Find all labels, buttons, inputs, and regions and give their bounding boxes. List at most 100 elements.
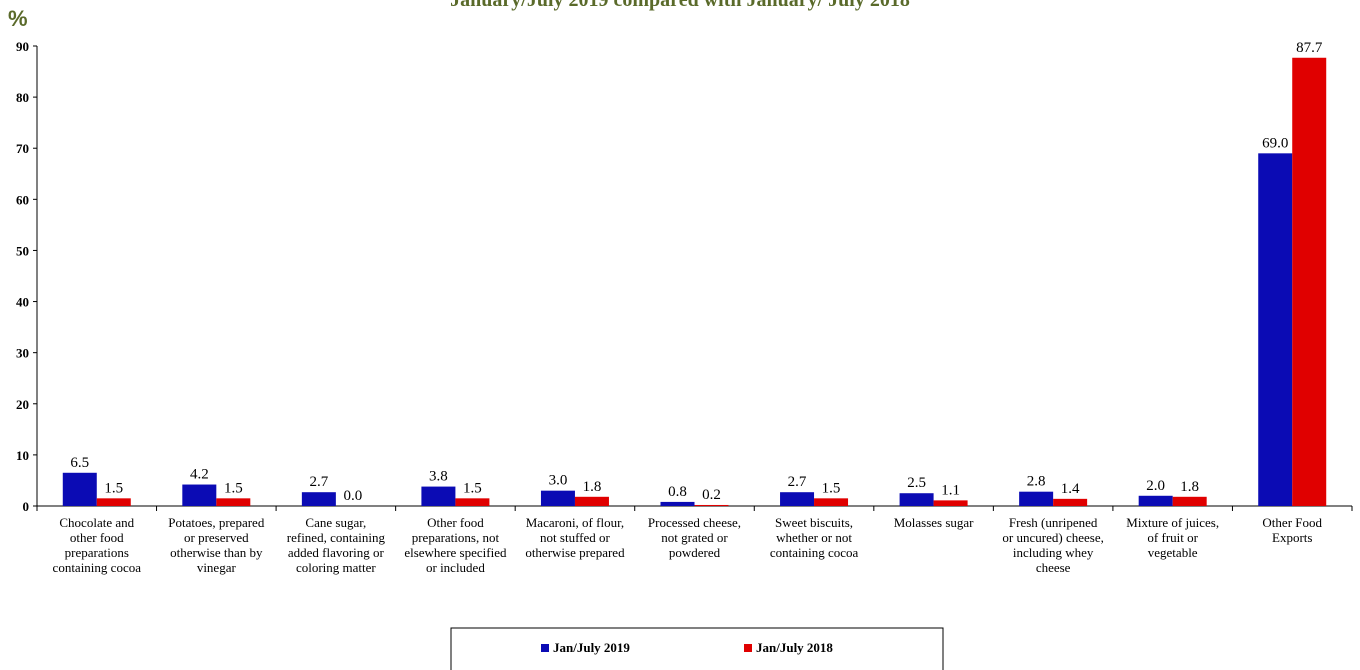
bar-2018 — [814, 498, 849, 506]
category-label-line: of fruit or — [1147, 530, 1198, 545]
y-tick-label: 40 — [16, 295, 29, 310]
bar-2019 — [899, 493, 934, 506]
y-axis: 0 10 20 30 40 50 60 70 80 90 — [16, 39, 38, 514]
data-label-2018: 1.5 — [104, 480, 123, 496]
y-tick-label: 80 — [16, 90, 29, 105]
bar-2019 — [421, 486, 456, 506]
category-label-line: Cane sugar, — [305, 515, 366, 530]
bar-2018 — [96, 498, 131, 506]
category-label-line: otherwise prepared — [525, 545, 625, 560]
category-label: Potatoes, prepared or preserved otherwise … — [168, 515, 265, 575]
category-label-line: preparations — [65, 545, 129, 560]
data-label-2018: 1.5 — [224, 480, 243, 496]
y-tick-label: 90 — [16, 39, 29, 54]
y-tick-label: 30 — [16, 346, 29, 361]
legend-swatch-2019 — [541, 644, 549, 652]
category-label-line: or included — [426, 560, 485, 575]
category-label-line: powdered — [669, 545, 721, 560]
bar-2018 — [455, 498, 490, 506]
category-label-line: Other Food — [1262, 515, 1322, 530]
bar-2019 — [301, 492, 336, 506]
legend-label-2018: Jan/July 2018 — [756, 640, 833, 655]
data-label-2019: 69.0 — [1262, 135, 1288, 151]
y-tick-label: 20 — [16, 397, 29, 412]
data-label-2019: 4.2 — [190, 467, 209, 483]
category-label-line: cheese — [1036, 560, 1071, 575]
y-tick-label: 60 — [16, 192, 29, 207]
category-label-line: Mixture of juices, — [1126, 515, 1219, 530]
y-tick-label: 70 — [16, 141, 29, 156]
bar-2018 — [1172, 496, 1207, 506]
y-tick-label: 50 — [16, 243, 29, 258]
category-label-line: Other food — [427, 515, 484, 530]
data-label-2018: 1.5 — [822, 480, 841, 496]
category-label: Molasses sugar — [894, 515, 974, 530]
bar-2019 — [62, 472, 97, 506]
category-label-line: including whey — [1013, 545, 1094, 560]
category-label-line: vinegar — [197, 560, 237, 575]
data-label-2019: 2.8 — [1027, 474, 1046, 490]
bar-2019 — [182, 484, 217, 506]
data-label-2018: 1.5 — [463, 480, 482, 496]
data-label-2019: 0.8 — [668, 484, 687, 500]
data-label-2018: 0.0 — [343, 488, 362, 504]
bars — [62, 57, 1327, 507]
data-label-2018: 1.8 — [583, 479, 602, 495]
data-label-2019: 3.0 — [549, 473, 568, 489]
category-label: Processed cheese, not grated or powdered — [648, 515, 741, 560]
category-label-line: containing cocoa — [53, 560, 142, 575]
category-label: Other food preparations, not elsewhere spe… — [404, 515, 507, 575]
bar-2019 — [1019, 491, 1054, 506]
legend-label-2019: Jan/July 2019 — [553, 640, 630, 655]
category-label-line: Sweet biscuits, — [775, 515, 853, 530]
category-label: Fresh (unripened or uncured) cheese, inclu… — [1002, 515, 1103, 575]
category-label-line: containing cocoa — [770, 545, 859, 560]
category-label-line: not stuffed or — [540, 530, 610, 545]
data-label-2018: 87.7 — [1296, 40, 1323, 56]
chart-title: January/July 2019 compared with January/… — [450, 0, 910, 11]
data-label-2018: 0.2 — [702, 487, 721, 503]
bar-2019 — [1258, 153, 1293, 507]
category-label-line: whether or not — [776, 530, 852, 545]
category-label: Mixture of juices, of fruit or vegetable — [1126, 515, 1219, 560]
bar-2018 — [1053, 498, 1088, 506]
category-label-line: Molasses sugar — [894, 515, 974, 530]
data-label-2019: 2.7 — [309, 474, 328, 490]
data-label-2019: 2.7 — [788, 474, 807, 490]
category-label-line: Fresh (unripened — [1009, 515, 1098, 530]
bar-2019 — [780, 492, 815, 506]
data-label-2019: 6.5 — [70, 455, 89, 471]
category-label-line: coloring matter — [296, 560, 376, 575]
category-label-line: Macaroni, of flour, — [526, 515, 624, 530]
category-label: Sweet biscuits, whether or not containing … — [770, 515, 859, 560]
data-label-2018: 1.8 — [1180, 479, 1199, 495]
category-label-line: refined, containing — [287, 530, 386, 545]
legend-swatch-2018 — [744, 644, 752, 652]
category-label: Macaroni, of flour, not stuffed or otherwi… — [525, 515, 625, 560]
bar-2018 — [216, 498, 251, 506]
category-label: Other Food Exports — [1262, 515, 1322, 545]
data-label-2018: 1.1 — [941, 482, 960, 498]
data-label-2018: 1.4 — [1061, 481, 1080, 497]
y-tick-label: 0 — [23, 499, 30, 514]
category-label-line: vegetable — [1148, 545, 1198, 560]
data-label-2019: 3.8 — [429, 469, 448, 485]
category-label-line: other food — [70, 530, 124, 545]
category-label-line: elsewhere specified — [404, 545, 507, 560]
category-label-line: otherwise than by — [170, 545, 263, 560]
bar-2019 — [660, 501, 695, 506]
category-label: Chocolate and other food preparations conta… — [53, 515, 142, 575]
category-label-line: Chocolate and — [59, 515, 134, 530]
data-label-2019: 2.0 — [1146, 478, 1165, 494]
category-label-line: preparations, not — [412, 530, 500, 545]
bar-2018 — [574, 496, 609, 506]
category-label-line: or preserved — [184, 530, 249, 545]
category-label-line: Processed cheese, — [648, 515, 741, 530]
category-labels: Chocolate and other food preparations conta… — [53, 515, 1323, 575]
y-unit-label: % — [8, 6, 28, 31]
bar-2018 — [1292, 57, 1327, 506]
x-axis — [36, 505, 1353, 511]
category-label-line: added flavoring or — [288, 545, 385, 560]
category-label-line: Exports — [1272, 530, 1312, 545]
